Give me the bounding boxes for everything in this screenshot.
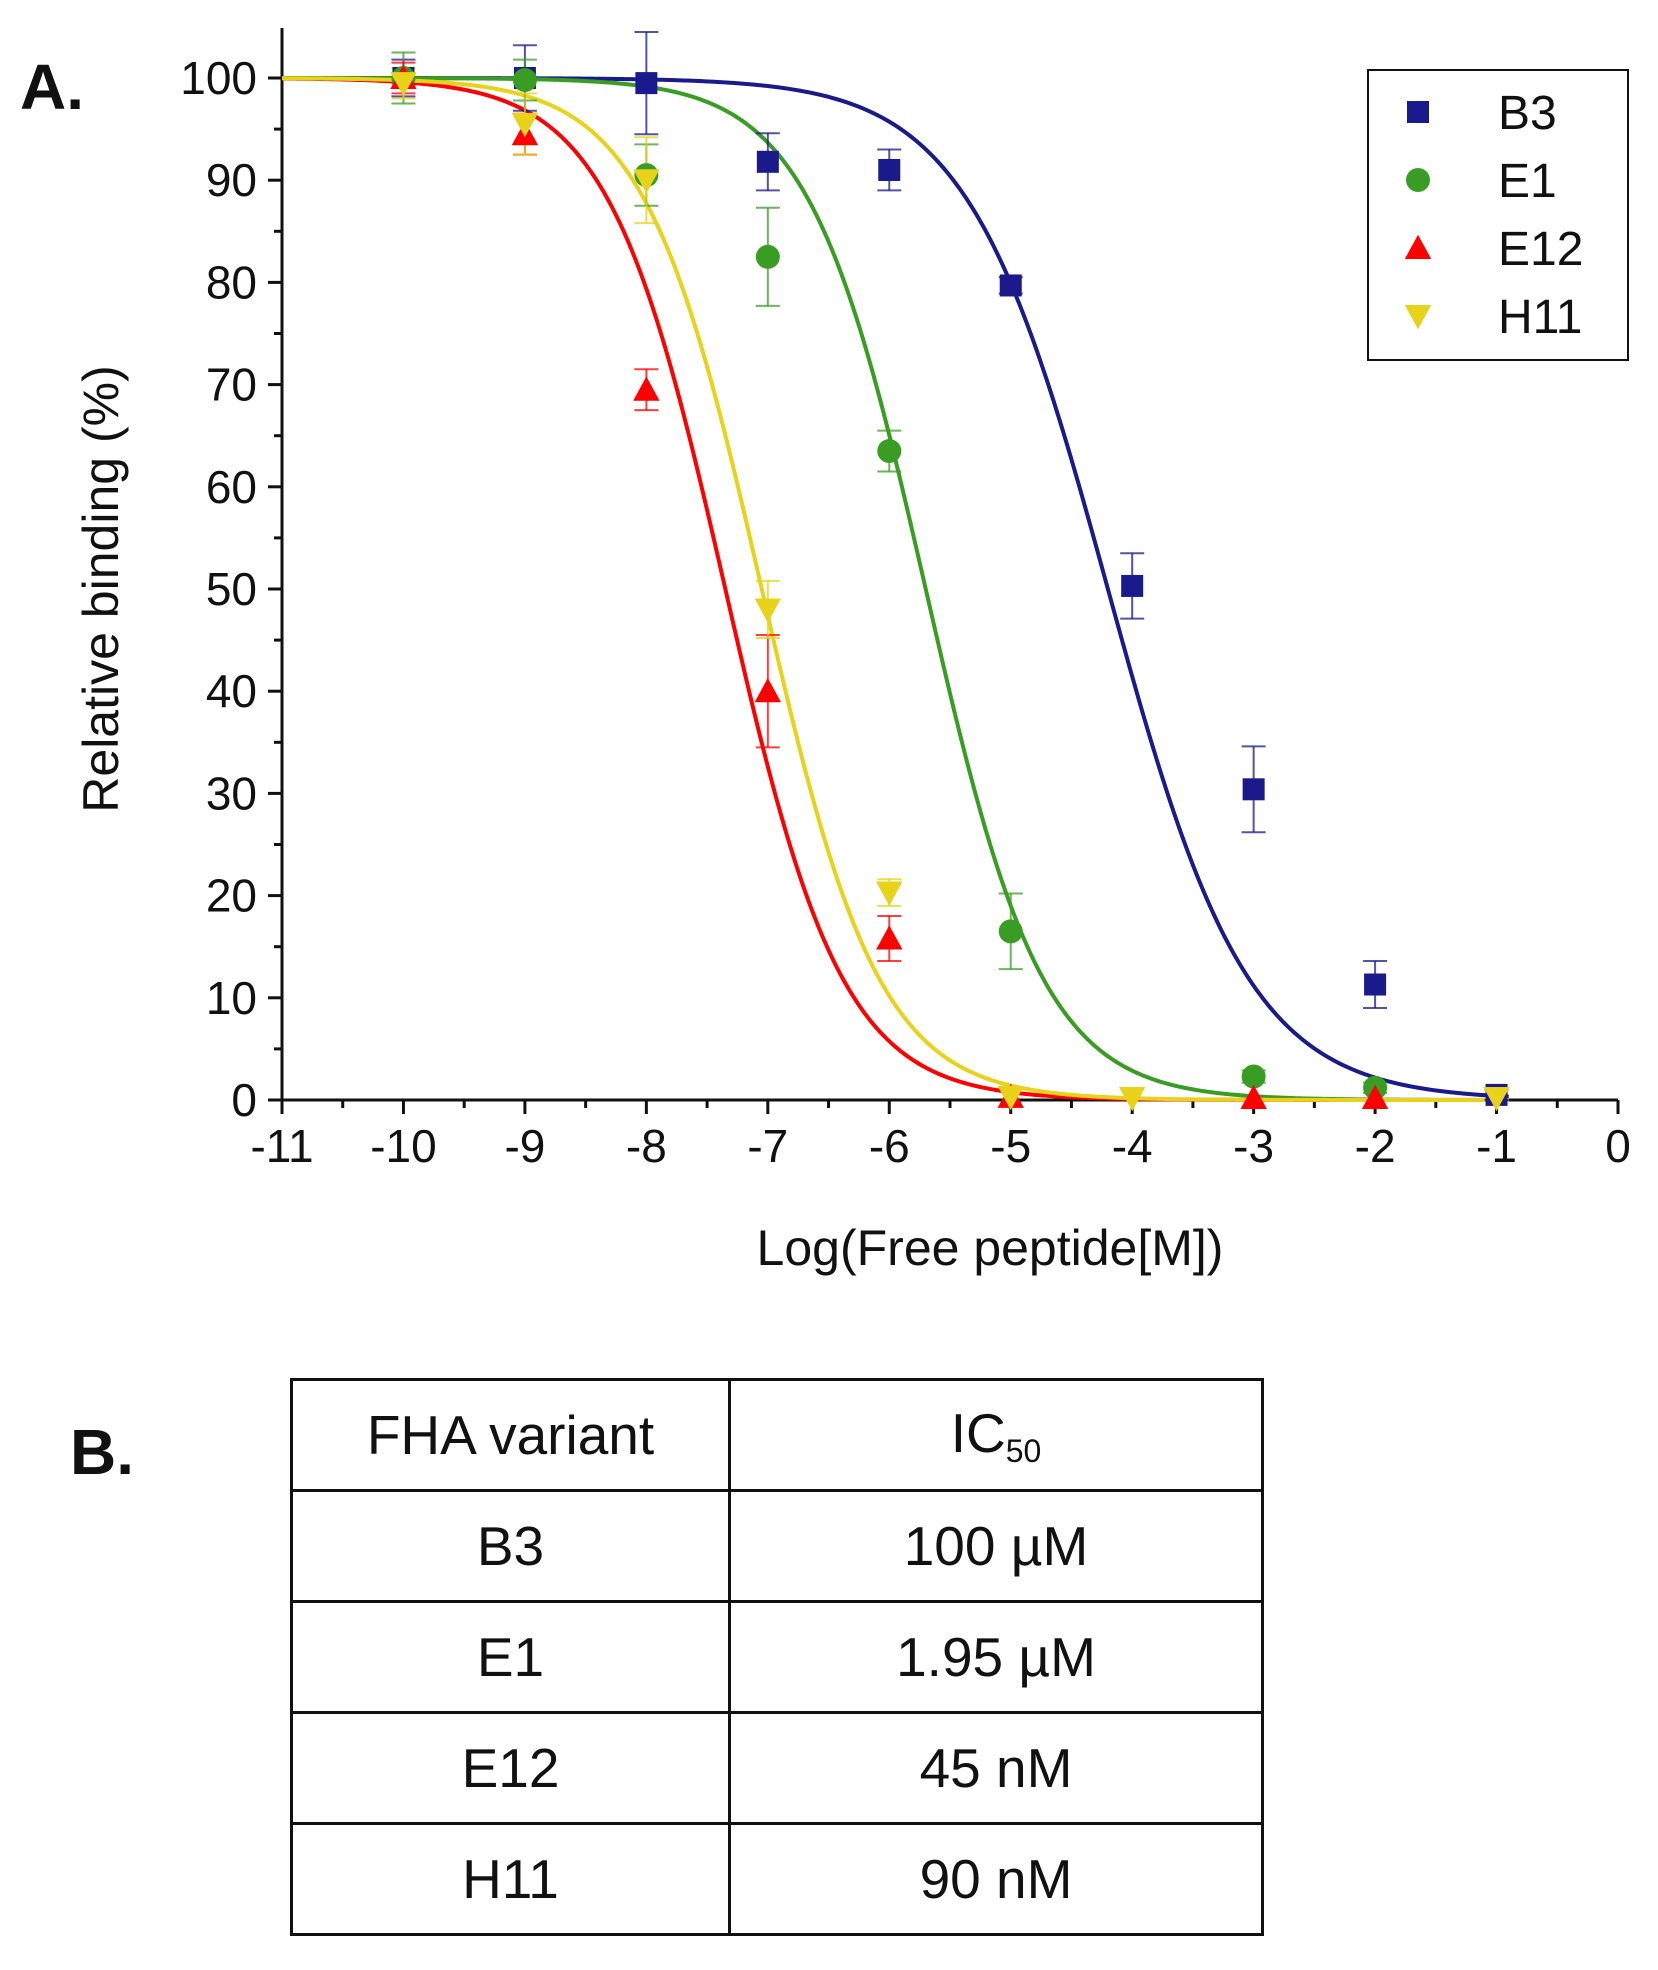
y-axis-label: Relative binding (%) [73,365,129,812]
table-row: B3 100 µM [290,1489,1264,1603]
legend-label-e1: E1 [1498,155,1557,208]
legend-marker-e1 [1406,168,1430,192]
data-point-h11 [511,112,539,138]
x-tick-label: -5 [990,1120,1031,1172]
data-point-e12 [876,925,903,950]
data-point-h11 [1483,1086,1510,1112]
data-point-e12 [1240,1084,1267,1109]
data-point-e12 [754,678,782,703]
x-tick-label: -3 [1233,1120,1274,1172]
x-tick-label: -8 [626,1120,667,1172]
header-fha-variant: FHA variant [290,1378,731,1492]
legend-label-b3: B3 [1498,87,1557,140]
data-point-b3 [1121,574,1144,597]
x-tick-label: -1 [1476,1120,1517,1172]
x-tick-label: -6 [869,1120,910,1172]
data-point-h11 [997,1085,1024,1111]
table-cell-ic50: 90 nM [728,1822,1264,1936]
data-point-e12 [1361,1084,1389,1109]
legend-label-h11: H11 [1498,291,1583,344]
legend-marker-e12 [1404,234,1432,259]
header-ic50-main: IC [950,1401,1006,1464]
y-tick-label: 90 [206,154,257,206]
x-tick-label: -7 [747,1120,788,1172]
table-cell-ic50: 1.95 µM [728,1600,1264,1714]
x-tick-label: -9 [504,1120,545,1172]
data-point-b3 [999,274,1022,297]
legend-marker-b3 [1407,101,1429,123]
x-tick-label: -4 [1112,1120,1153,1172]
y-tick-label: 0 [231,1074,257,1126]
data-point-e1 [998,919,1023,944]
data-point-e1 [512,68,537,93]
data-point-e1 [1241,1064,1266,1089]
y-tick-label: 20 [206,870,257,922]
ic50-table: FHA variant IC50 B3 100 µM E1 1.95 µM E1… [290,1378,1264,1936]
y-tick-label: 70 [206,359,257,411]
data-point-b3 [1364,973,1387,996]
x-tick-label: -2 [1355,1120,1396,1172]
data-markers [390,64,1510,1112]
table-cell-variant: E1 [290,1600,731,1714]
data-point-b3 [1242,778,1265,801]
data-point-b3 [756,150,779,173]
x-axis-label: Log(Free peptide[M]) [757,1220,1224,1276]
data-point-h11 [633,169,660,194]
fit-curve-h11 [281,76,1509,1102]
data-point-h11 [390,72,417,97]
y-tick-label: 40 [206,665,257,717]
table-cell-variant: E12 [290,1711,731,1825]
panel-a-label: A. [20,51,84,123]
legend: B3 E1 E12 H11 [1367,69,1629,361]
x-tick-label: -11 [250,1120,313,1172]
table-row: E12 45 nM [290,1711,1264,1825]
y-tick-label: 60 [206,461,257,513]
header-ic50-sub: 50 [1005,1432,1042,1469]
data-point-h11 [754,598,782,623]
data-point-e1 [877,439,902,464]
legend-label-e12: E12 [1498,223,1583,276]
table-cell-ic50: 45 nM [728,1711,1264,1825]
data-point-h11 [1118,1086,1146,1112]
data-point-h11 [876,881,903,906]
error-bars [391,31,1509,1101]
panel-b-label: B. [70,1416,134,1488]
table-cell-variant: B3 [290,1489,731,1603]
y-tick-label: 80 [206,256,257,308]
data-point-b3 [878,158,901,181]
x-tick-label: 0 [1605,1120,1631,1172]
y-tick-label: 50 [206,563,257,615]
x-tick-label: -10 [370,1120,436,1172]
data-point-e12 [633,376,660,401]
header-ic50: IC50 [728,1378,1264,1492]
dose-response-chart: -11 -10 -9 -8 -7 -6 -5 -4 -3 -2 -1 0010203040506070… [73,28,1631,1276]
table-cell-variant: H11 [290,1822,731,1936]
y-tick-label: 10 [206,972,257,1024]
data-point-b3 [635,72,658,95]
y-tick-label: 30 [206,767,257,819]
table-cell-ic50: 100 µM [728,1489,1264,1603]
axes: -11 -10 -9 -8 -7 -6 -5 -4 -3 -2 -1 0010203040506070… [73,28,1631,1276]
table-row: E1 1.95 µM [290,1600,1264,1714]
table-row: H11 90 nM [290,1822,1264,1936]
table-header-row: FHA variant IC50 [290,1378,1264,1492]
y-tick-label: 100 [180,52,257,104]
legend-marker-h11 [1404,305,1432,330]
data-point-e1 [755,244,780,269]
